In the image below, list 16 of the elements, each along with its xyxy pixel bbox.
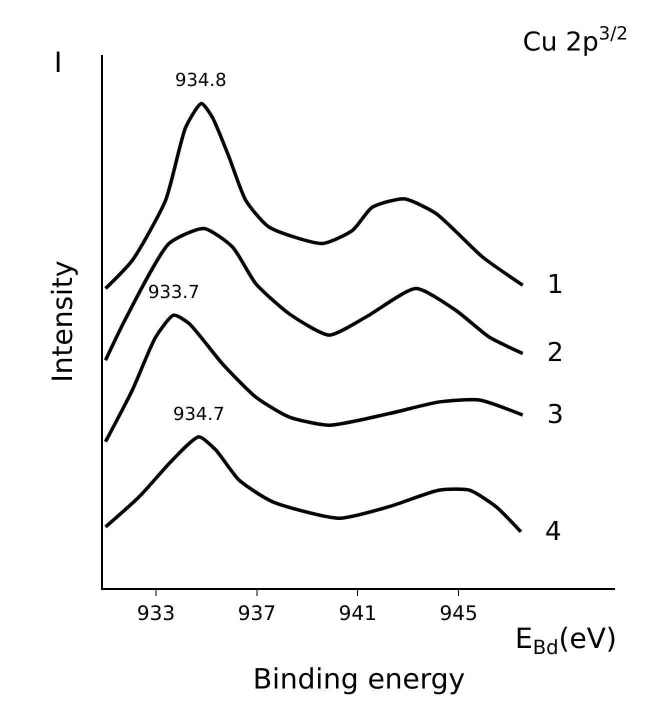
text: I [54, 46, 62, 79]
series-label: 4 [545, 517, 562, 547]
x-tick-label: 937 [238, 601, 276, 625]
series-label: 1 [547, 270, 564, 300]
chart-title: Cu 2p$^{3/2}$ [522, 23, 628, 58]
y-axis-title: Intensity [46, 260, 80, 382]
x-axis-title: Binding energy [252, 662, 466, 696]
x-tick-label: 933 [136, 601, 176, 625]
text: E$_{Bd}$(eV) [515, 622, 617, 659]
series-label: 3 [547, 400, 564, 430]
annotation: 933.7 [148, 282, 200, 303]
series-label: 2 [547, 338, 564, 368]
annotation: 934.7 [173, 404, 225, 425]
x-tick-label: 945 [440, 601, 478, 625]
x-tick-label: 941 [338, 601, 377, 625]
annotation: 934.8 [175, 70, 227, 91]
